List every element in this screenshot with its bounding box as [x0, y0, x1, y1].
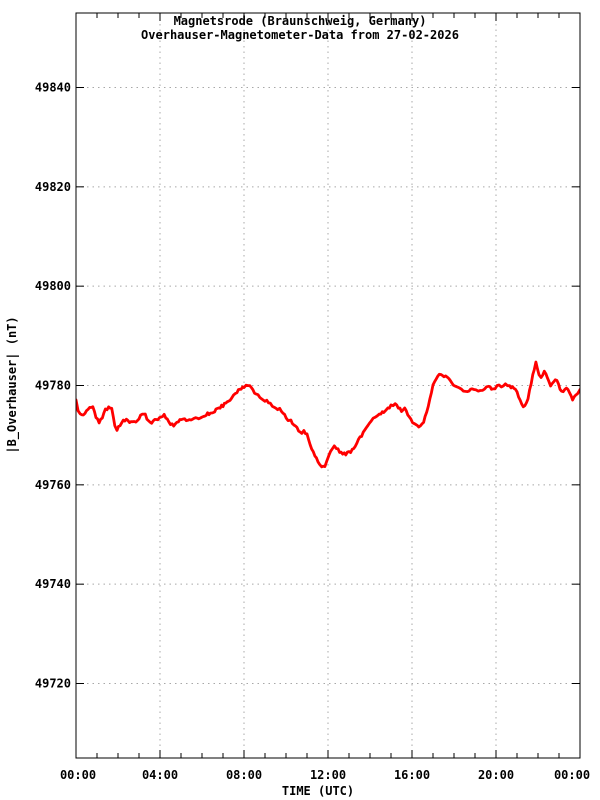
x-tick-label: 00:00 — [554, 768, 590, 782]
y-tick-label: 49780 — [35, 379, 71, 393]
data-series — [76, 360, 580, 469]
y-tick-label: 49800 — [35, 279, 71, 293]
y-axis-label: |B_Overhauser| (nT) — [5, 316, 20, 453]
x-tick-label: 20:00 — [478, 768, 514, 782]
x-tick-label: 12:00 — [310, 768, 346, 782]
plot-frame — [75, 12, 581, 759]
chart-title: Magnetsrode (Braunschweig, Germany) — [174, 14, 427, 28]
x-tick-label: 00:00 — [60, 768, 96, 782]
x-tick-label: 08:00 — [226, 768, 262, 782]
y-tick-label: 49720 — [35, 677, 71, 691]
grid-lines — [76, 13, 580, 758]
y-tick-label: 49840 — [35, 81, 71, 95]
x-tick-label: 04:00 — [142, 768, 178, 782]
x-tick-label: 16:00 — [394, 768, 430, 782]
y-tick-label: 49760 — [35, 478, 71, 492]
tick-labels: 49720 49740 49760 49780 49800 49820 49840 00:00… — [35, 81, 590, 783]
data-series-line — [76, 360, 580, 469]
y-tick-label: 49820 — [35, 180, 71, 194]
y-tick-label: 49740 — [35, 577, 71, 591]
x-axis-label: TIME (UTC) — [282, 784, 354, 798]
chart-subtitle: Overhauser-Magnetometer-Data from 27-02-… — [141, 28, 459, 42]
